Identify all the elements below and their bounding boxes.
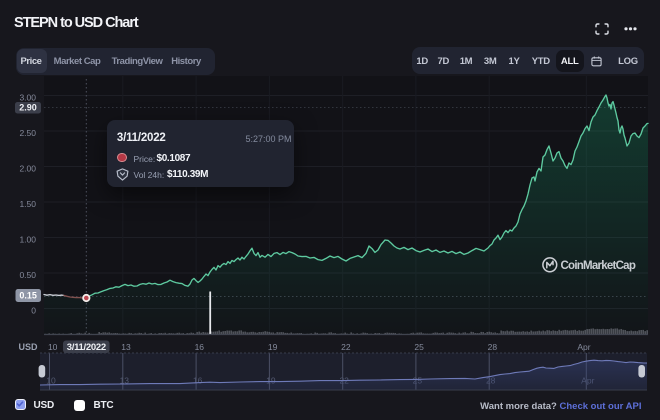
svg-text:2.00: 2.00 [19,164,36,174]
svg-text:0.50: 0.50 [19,270,36,280]
svg-text:CoinMarketCap: CoinMarketCap [561,260,636,272]
svg-text:22: 22 [341,342,351,352]
svg-text:19: 19 [266,376,276,386]
svg-text:10: 10 [46,376,56,386]
svg-text:19: 19 [268,342,278,352]
svg-text:1.00: 1.00 [19,235,36,245]
svg-text:USD: USD [19,342,39,352]
svg-text:25: 25 [414,342,424,352]
svg-text:3/11/2022: 3/11/2022 [67,342,106,353]
svg-text:13: 13 [121,342,131,352]
svg-text:2.90: 2.90 [19,103,37,113]
svg-text:28: 28 [488,342,498,352]
svg-text:0: 0 [31,306,36,316]
svg-text:16: 16 [193,376,203,386]
svg-text:3.00: 3.00 [19,93,36,103]
svg-text:1.50: 1.50 [19,199,36,209]
svg-text:16: 16 [195,342,205,352]
svg-text:Apr: Apr [577,342,590,352]
svg-text:0.15: 0.15 [19,291,37,301]
svg-text:13: 13 [120,376,130,386]
svg-text:2.50: 2.50 [19,128,36,138]
svg-text:10: 10 [48,342,58,352]
